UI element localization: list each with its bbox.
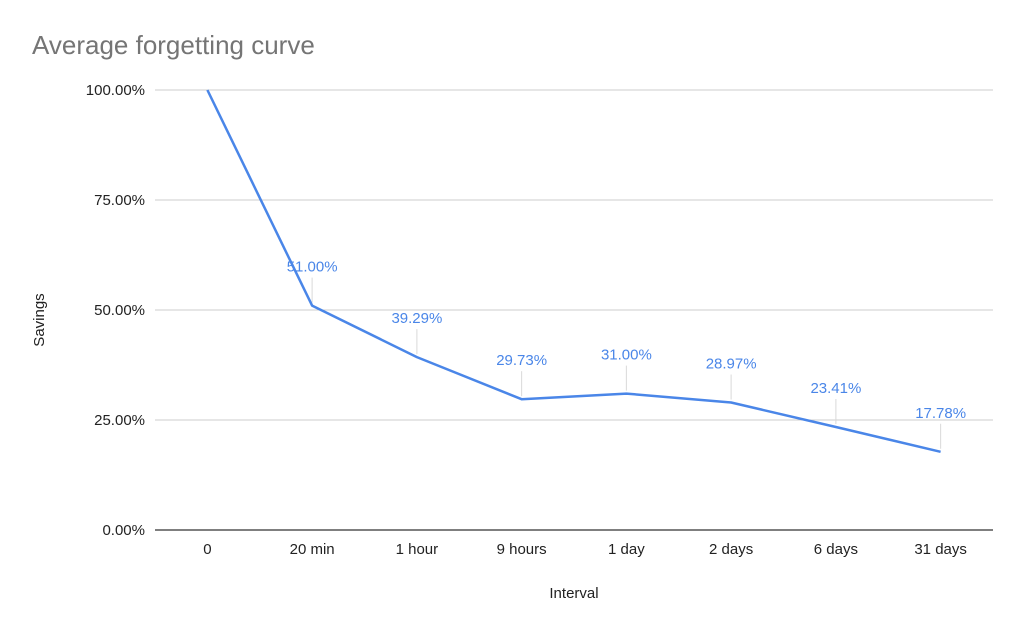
x-tick-label: 0 (203, 541, 211, 558)
data-label: 39.29% (391, 310, 442, 327)
chart-title: Average forgetting curve (32, 30, 315, 60)
x-tick-label: 20 min (290, 541, 335, 558)
x-tick-label: 1 day (608, 541, 645, 558)
x-tick-label: 2 days (709, 541, 753, 558)
y-tick-label: 50.00% (94, 302, 145, 319)
gridlines (155, 89, 993, 421)
y-tick-label: 0.00% (102, 522, 145, 539)
x-tick-label: 6 days (814, 541, 858, 558)
x-tick-label: 1 hour (396, 541, 439, 558)
x-tick-labels: 0 20 min 1 hour 9 hours 1 day 2 days 6 days 31 … (203, 541, 967, 558)
data-label: 51.00% (287, 259, 338, 276)
data-labels: 51.00% 39.29% 29.73% 31.00% 28.97% 23.41% 17.7… (287, 259, 966, 422)
x-tick-label: 31 days (914, 541, 967, 558)
y-tick-label: 100.00% (86, 82, 145, 99)
data-label: 23.41% (810, 380, 861, 397)
data-label: 29.73% (496, 352, 547, 369)
y-axis-label: Savings (31, 293, 48, 346)
x-tick-label: 9 hours (497, 541, 547, 558)
y-tick-label: 75.00% (94, 192, 145, 209)
data-label: 28.97% (706, 356, 757, 373)
y-tick-label: 25.00% (94, 412, 145, 429)
x-axis-label: Interval (549, 585, 598, 602)
y-tick-labels: 0.00% 25.00% 50.00% 75.00% 100.00% (86, 82, 145, 539)
data-label: 17.78% (915, 405, 966, 422)
data-label-leaders (311, 277, 942, 449)
data-label: 31.00% (601, 347, 652, 364)
series-line (206, 89, 941, 454)
